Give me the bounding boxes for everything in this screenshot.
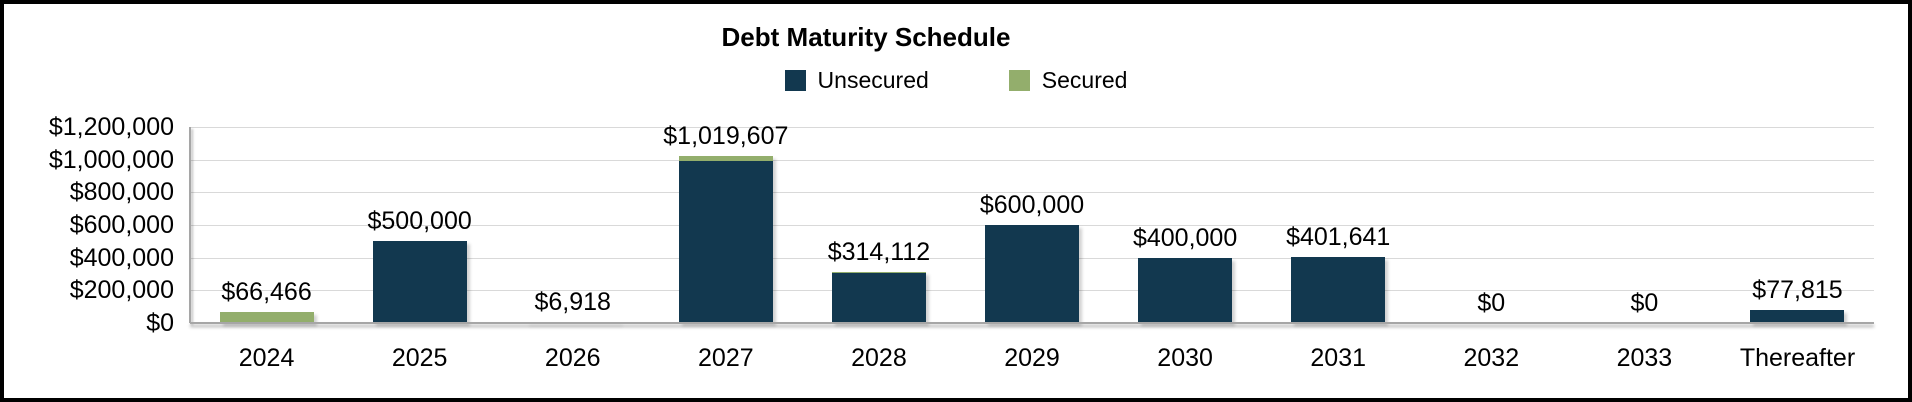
chart-title: Debt Maturity Schedule: [721, 22, 1011, 52]
bar-slot: $0: [1568, 127, 1721, 323]
y-tick-label: $200,000: [69, 276, 174, 305]
bar-2031: [1291, 257, 1386, 323]
legend-item-unsecured: Unsecured: [784, 67, 929, 93]
x-tick-label: 2024: [238, 344, 295, 372]
bar-segment-unsecured: [985, 225, 1080, 323]
bar-Thereafter: [1750, 310, 1845, 323]
bar-2028: [831, 271, 926, 323]
x-axis-line: [190, 322, 1874, 324]
bar-2029: [985, 225, 1080, 323]
legend-item-secured: Secured: [1008, 67, 1128, 93]
y-tick-label: $400,000: [69, 243, 174, 272]
bar-slot: $0: [1415, 127, 1568, 323]
gridline: [190, 192, 1874, 194]
x-tick-label: 2031: [1310, 344, 1367, 372]
secured-swatch-icon: [1008, 69, 1030, 91]
x-tick-label: Thereafter: [1739, 344, 1856, 372]
legend-label-secured: Secured: [1041, 67, 1128, 93]
bar-value-label: $500,000: [367, 207, 472, 236]
bar-value-label: $401,641: [1286, 223, 1391, 252]
bar-slot: $400,000: [1109, 127, 1262, 323]
y-tick-label: $800,000: [69, 178, 174, 207]
bar-segment-secured: [831, 271, 926, 274]
y-tick-label: $1,200,000: [48, 113, 174, 141]
bar-value-label: $0: [1477, 289, 1506, 317]
bar-value-label: $66,466: [221, 278, 312, 307]
bar-value-label: $77,815: [1752, 276, 1843, 305]
y-tick-label: $600,000: [69, 211, 174, 239]
bar-slot: $6,918: [496, 127, 649, 323]
bar-2027: [678, 156, 773, 323]
bar-value-label: $0: [1630, 289, 1659, 317]
bar-segment-unsecured: [831, 273, 926, 323]
bar-slot: $314,112: [802, 127, 955, 323]
y-axis-line: [189, 127, 191, 323]
y-tick-label: $1,000,000: [48, 145, 174, 174]
x-axis-labels: 2024 2025 2026 2027 2028 2029 2030 2031 2032 2033…: [190, 343, 1874, 373]
bar-value-label: $600,000: [979, 191, 1085, 219]
bar-segment-unsecured: [372, 241, 467, 323]
bar-segment-unsecured: [1750, 310, 1845, 323]
x-tick-label: 2030: [1157, 344, 1213, 372]
bar-2024: [219, 312, 314, 323]
x-tick-label: 2027: [698, 344, 754, 372]
gridline: [190, 159, 1874, 161]
gridline: [190, 127, 1874, 128]
bar-slot: $401,641: [1262, 127, 1415, 323]
x-tick-label: 2025: [391, 344, 448, 372]
plot-area: $66,466 $500,000 $6,918 $1,019,607 $314,112 $…: [189, 123, 1874, 324]
x-tick-label: 2029: [1004, 344, 1060, 372]
bar-segment-unsecured: [1291, 257, 1386, 323]
bar-slot: $66,466: [190, 127, 343, 323]
bar-value-label: $6,918: [534, 287, 611, 316]
bar-slot: $77,815: [1721, 127, 1874, 323]
bar-segment-unsecured: [678, 161, 773, 323]
bar-segment-unsecured: [1138, 257, 1233, 323]
y-tick-label: $0: [146, 309, 174, 337]
bar-2025: [372, 241, 467, 323]
unsecured-swatch-icon: [784, 69, 806, 91]
x-tick-label: 2033: [1616, 344, 1673, 372]
bar-2030: [1138, 257, 1233, 323]
bar-value-label: $314,112: [827, 237, 931, 266]
bar-value-label: $1,019,607: [663, 122, 789, 151]
bar-segment-secured: [219, 312, 314, 323]
bar-slot: $500,000: [343, 127, 496, 323]
legend: Unsecured Secured: [4, 68, 1908, 92]
x-tick-label: 2032: [1463, 344, 1520, 372]
bar-slot: $1,019,607: [649, 123, 802, 323]
bar-value-label: $400,000: [1132, 223, 1238, 252]
x-tick-label: 2026: [544, 344, 601, 372]
x-tick-label: 2028: [851, 344, 907, 372]
bar-slot: $600,000: [955, 127, 1108, 323]
bar-segment-secured: [678, 156, 773, 162]
legend-label-unsecured: Unsecured: [817, 67, 929, 93]
y-axis-labels: $1,200,000 $1,000,000 $800,000 $600,000 $400…: [4, 4, 174, 398]
